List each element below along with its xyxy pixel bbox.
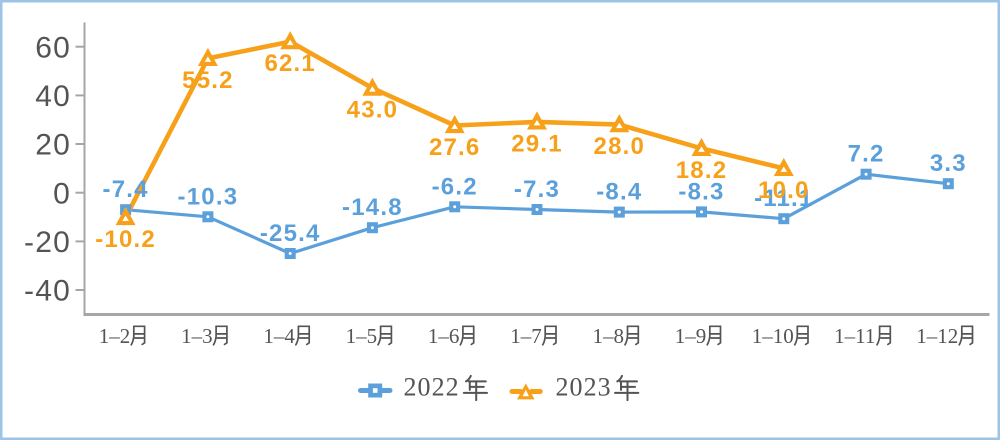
svg-text:1–6: 1–6: [428, 324, 460, 348]
svg-text:2022: 2022: [404, 372, 460, 401]
svg-text:1–5: 1–5: [346, 324, 378, 348]
svg-text:-6.2: -6.2: [432, 173, 478, 200]
svg-text:-8.3: -8.3: [678, 178, 724, 205]
svg-text:-20: -20: [24, 226, 71, 259]
svg-text:27.6: 27.6: [429, 134, 481, 161]
svg-text:-8.4: -8.4: [596, 179, 642, 206]
svg-text:1–3: 1–3: [181, 324, 213, 348]
svg-text:29.1: 29.1: [511, 130, 563, 157]
svg-text:1–11: 1–11: [834, 324, 875, 348]
svg-text:1–9: 1–9: [675, 324, 707, 348]
svg-text:10.0: 10.0: [758, 177, 810, 204]
svg-text:-10.3: -10.3: [178, 183, 239, 210]
svg-text:1–4: 1–4: [263, 324, 295, 348]
svg-text:-7.3: -7.3: [514, 176, 560, 203]
svg-text:-11.1: -11.1: [754, 185, 813, 212]
svg-text:1–12: 1–12: [916, 324, 958, 348]
svg-text:3.3: 3.3: [930, 150, 967, 177]
svg-text:-25.4: -25.4: [260, 220, 321, 247]
svg-text:62.1: 62.1: [264, 50, 316, 77]
svg-text:40: 40: [35, 80, 71, 113]
svg-text:-40: -40: [24, 275, 71, 308]
svg-text:60: 60: [35, 31, 71, 64]
svg-text:-7.4: -7.4: [103, 176, 149, 203]
svg-text:28.0: 28.0: [594, 133, 646, 160]
svg-text:-14.8: -14.8: [342, 194, 403, 221]
svg-text:20: 20: [35, 129, 71, 162]
svg-text:1–10: 1–10: [752, 324, 794, 348]
svg-text:1–7: 1–7: [510, 324, 542, 348]
svg-text:0: 0: [53, 177, 71, 210]
svg-text:1–2: 1–2: [99, 324, 131, 348]
svg-text:55.2: 55.2: [182, 67, 234, 94]
svg-text:-10.2: -10.2: [95, 226, 156, 253]
svg-text:1–8: 1–8: [593, 324, 625, 348]
svg-text:43.0: 43.0: [347, 97, 399, 124]
svg-text:18.2: 18.2: [676, 157, 728, 184]
svg-text:2023: 2023: [556, 372, 612, 401]
svg-text:7.2: 7.2: [848, 141, 885, 168]
